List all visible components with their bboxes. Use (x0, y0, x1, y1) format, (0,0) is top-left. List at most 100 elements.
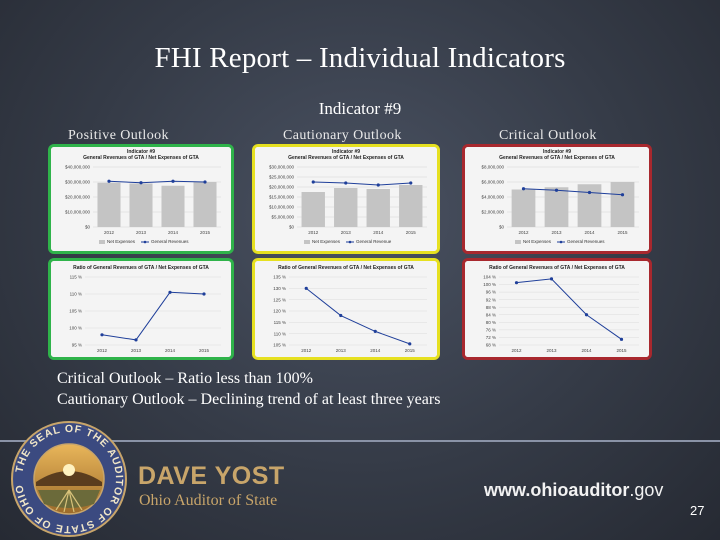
x-tick-label: 2014 (370, 348, 381, 353)
x-tick-label: 2012 (97, 348, 108, 353)
chart-title: Ratio of General Revenues of GTA / Net E… (73, 265, 209, 271)
bar-net-expenses (193, 182, 217, 227)
y-tick-label: $8,000,000 (481, 165, 504, 170)
chart-title-top: Indicator #9 (543, 149, 571, 155)
x-tick-label: 2014 (168, 230, 179, 235)
point-ratio (619, 337, 624, 341)
point-general-revenues (409, 181, 413, 185)
x-tick-label: 2013 (546, 348, 557, 353)
legend-label-general-revenues: General Revenues (567, 239, 605, 244)
point-general-revenues (620, 193, 625, 197)
y-tick-label: $15,000,000 (269, 195, 295, 200)
y-tick-label: 96 % (486, 290, 496, 295)
point-ratio (408, 342, 412, 346)
point-ratio (584, 313, 589, 317)
chart-title: General Revenues of GTA / Net Expenses o… (499, 155, 615, 161)
y-tick-label: 115 % (70, 275, 82, 280)
website-link[interactable]: www.ohioauditor.gov (484, 480, 663, 501)
page-number: 27 (690, 503, 705, 518)
y-tick-label: 125 % (273, 297, 286, 302)
y-tick-label: 110 % (274, 331, 286, 336)
legend-marker-general-revenues (559, 240, 563, 244)
point-ratio (339, 313, 343, 318)
legend-label-general-revenues: General Revenues (151, 239, 189, 244)
x-tick-label: 2015 (200, 230, 211, 235)
chart-panel-cautionary-ratio: Ratio of General Revenues of GTA / Net E… (252, 258, 440, 360)
y-tick-label: 100 % (69, 326, 82, 331)
series-line-ratio (516, 278, 622, 340)
note-cautionary: Cautionary Outlook – Declining trend of … (57, 391, 441, 408)
y-tick-label: $30,000,000 (65, 180, 91, 185)
y-tick-label: $30,000,000 (269, 165, 295, 170)
auditor-name: DAVE YOST (138, 462, 285, 490)
chart-title: General Revenues of GTA / Net Expenses o… (83, 155, 199, 161)
chart-panel-positive-ratio: Ratio of General Revenues of GTA / Net E… (48, 258, 234, 360)
legend-swatch-net-expenses (515, 240, 521, 244)
point-general-revenues (171, 179, 175, 183)
chart-critical-ratio: Ratio of General Revenues of GTA / Net E… (465, 261, 649, 357)
chart-title: Ratio of General Revenues of GTA / Net E… (278, 265, 414, 271)
chart-panel-critical-ratio: Ratio of General Revenues of GTA / Net E… (462, 258, 652, 360)
chart-positive-ratio: Ratio of General Revenues of GTA / Net E… (51, 261, 231, 357)
outlook-notes: Critical Outlook – Ratio less than 100% … (57, 368, 440, 410)
chart-title: General Revenues of GTA / Net Expenses o… (288, 155, 404, 161)
point-general-revenues (139, 181, 143, 185)
point-general-revenues (376, 183, 380, 187)
y-tick-label: $20,000,000 (269, 185, 295, 190)
y-tick-label: 120 % (273, 309, 286, 314)
point-general-revenues (587, 190, 592, 195)
y-tick-label: $25,000,000 (269, 175, 295, 180)
y-tick-label: 105 % (69, 309, 82, 314)
x-tick-label: 2013 (551, 230, 562, 235)
point-ratio (304, 286, 308, 290)
y-tick-label: $20,000,000 (65, 195, 91, 200)
y-tick-label: $10,000,000 (65, 210, 91, 215)
x-tick-label: 2015 (406, 230, 417, 235)
x-tick-label: 2012 (301, 348, 312, 353)
bar-net-expenses (366, 189, 390, 227)
y-tick-label: 88 % (486, 305, 496, 310)
legend-marker-general-revenues (143, 240, 147, 244)
point-ratio (373, 329, 377, 333)
bar-net-expenses (97, 182, 121, 227)
legend-label-general-revenues: General Revenue (356, 239, 392, 244)
y-tick-label: $6,000,000 (481, 180, 504, 185)
series-line-general-revenues (523, 188, 623, 196)
slide-title: FHI Report – Individual Indicators (154, 42, 566, 74)
series-line-general-revenues (108, 180, 206, 184)
bar-net-expenses (544, 187, 569, 227)
x-tick-label: 2014 (165, 348, 176, 353)
x-tick-label: 2013 (336, 348, 347, 353)
x-tick-label: 2013 (341, 230, 352, 235)
point-general-revenues (107, 179, 111, 183)
bar-net-expenses (399, 185, 423, 227)
column-label-cautionary: Cautionary Outlook (283, 128, 402, 143)
bar-net-expenses (511, 189, 536, 227)
chart-cautionary-ratio: Ratio of General Revenues of GTA / Net E… (255, 261, 437, 357)
x-tick-label: 2012 (518, 230, 529, 235)
chart-panel-cautionary-bar: Indicator #9 General Revenues of GTA / Ne… (252, 144, 440, 254)
series-line-ratio (101, 291, 205, 341)
x-tick-label: 2012 (308, 230, 319, 235)
column-label-critical: Critical Outlook (499, 128, 597, 143)
website-main: www.ohioauditor (484, 480, 630, 500)
legend-swatch-net-expenses (304, 240, 310, 244)
point-general-revenues (311, 180, 315, 184)
point-ratio (168, 290, 172, 294)
x-tick-label: 2014 (373, 230, 384, 235)
y-tick-label: 80 % (486, 320, 496, 325)
x-tick-label: 2013 (136, 230, 147, 235)
x-tick-label: 2012 (104, 230, 115, 235)
series-line-general-revenues (313, 181, 411, 186)
bar-net-expenses (129, 183, 153, 227)
y-tick-label: 76 % (486, 327, 496, 332)
y-tick-label: 135 % (273, 275, 286, 280)
indicator-subtitle: Indicator #9 (318, 99, 402, 118)
bar-net-expenses (161, 185, 185, 227)
point-general-revenues (521, 187, 526, 191)
bar-net-expenses (577, 184, 602, 227)
y-tick-label: 104 % (483, 275, 496, 280)
y-tick-label: 68 % (486, 343, 496, 348)
